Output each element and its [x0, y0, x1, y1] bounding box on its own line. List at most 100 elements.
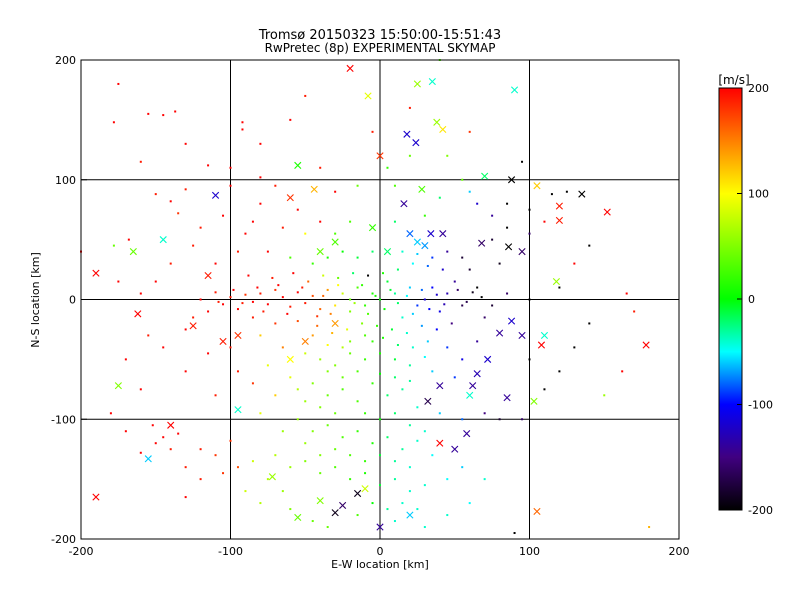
data-point-dot	[453, 280, 456, 283]
data-point-cross	[518, 331, 526, 340]
data-point-dot	[446, 346, 449, 349]
data-point-dot	[521, 418, 524, 421]
data-point-dot	[528, 358, 531, 361]
data-point-dot	[374, 294, 377, 297]
data-point-dot	[199, 448, 202, 451]
data-point-dot	[311, 294, 314, 297]
data-point-dot	[334, 412, 337, 415]
data-point-dot	[326, 526, 329, 529]
data-point-dot	[154, 442, 157, 445]
data-point-cross	[504, 243, 513, 251]
data-point-dot	[277, 284, 280, 287]
data-point-dot	[346, 328, 349, 331]
data-point-dot	[426, 340, 429, 343]
data-point-dot	[304, 232, 307, 235]
data-point-dot	[326, 288, 329, 291]
data-point-dot	[411, 262, 414, 265]
x-tick-label: -100	[218, 545, 243, 558]
chart-title: Tromsø 20150323 15:50:00-15:51:43	[258, 28, 501, 43]
colorbar-tick-label: -200	[748, 504, 773, 517]
data-point-dot	[304, 400, 307, 403]
data-point-dot	[266, 478, 269, 481]
data-point-cross	[642, 341, 650, 349]
data-point-cross	[481, 172, 489, 180]
data-point-dot	[371, 292, 374, 295]
data-point-cross	[503, 394, 511, 402]
data-point-dot	[349, 340, 352, 343]
data-point-dot	[364, 334, 367, 337]
data-point-dot	[251, 316, 254, 319]
data-point-cross	[368, 224, 377, 232]
data-point-cross	[413, 80, 421, 88]
data-point-dot	[334, 304, 337, 307]
data-point-cross	[427, 230, 435, 238]
data-point-dot	[274, 322, 277, 325]
data-point-dot	[386, 280, 389, 283]
data-point-dot	[349, 298, 352, 301]
data-point-dot	[147, 112, 150, 115]
data-point-dot	[379, 484, 381, 487]
data-point-dot	[408, 106, 411, 109]
data-point-dot	[316, 315, 319, 318]
data-point-dot	[244, 490, 247, 493]
data-point-dot	[289, 508, 292, 511]
data-point-dot	[259, 334, 262, 337]
data-point-dot	[491, 304, 494, 307]
data-point-cross	[451, 445, 459, 453]
data-point-cross	[339, 501, 347, 510]
data-point-dot	[117, 280, 120, 283]
data-point-dot	[573, 346, 576, 349]
data-point-dot	[648, 526, 651, 529]
data-point-dot	[386, 394, 389, 397]
data-point-dot	[247, 274, 250, 277]
data-point-dot	[625, 292, 628, 295]
data-point-dot	[304, 302, 307, 305]
data-point-dot	[468, 130, 471, 133]
y-axis-ticks: -200 -100 0 100 200	[51, 54, 87, 546]
data-point-cross	[484, 355, 492, 363]
data-point-cross	[310, 185, 318, 193]
data-point-dot	[274, 454, 277, 457]
data-point-dot	[379, 418, 381, 421]
data-point-dot	[468, 502, 471, 505]
data-point-cross	[204, 271, 212, 280]
data-point-dot	[431, 256, 434, 259]
data-point-cross	[537, 341, 546, 349]
data-point-dot	[199, 478, 202, 481]
data-point-dot	[274, 288, 277, 291]
data-point-dot	[154, 280, 157, 283]
data-point-dot	[396, 344, 399, 347]
colorbar-tick-label: 200	[748, 82, 769, 95]
data-point-dot	[214, 394, 217, 397]
data-point-dot	[356, 400, 359, 403]
data-point-dot	[296, 388, 299, 391]
data-point-dot	[301, 286, 304, 289]
data-point-dot	[244, 293, 247, 296]
data-point-dot	[311, 430, 314, 433]
data-point-dot	[147, 334, 150, 337]
data-point-dot	[408, 154, 411, 157]
data-point-dot	[416, 508, 419, 511]
data-point-dot	[528, 232, 531, 235]
data-point-dot	[453, 376, 456, 379]
data-point-cross	[331, 509, 339, 517]
data-point-dot	[367, 274, 370, 277]
data-point-dot	[281, 296, 284, 299]
data-point-dot	[289, 376, 292, 379]
data-point-cross	[555, 202, 563, 210]
data-point-dot	[214, 291, 217, 294]
data-point-dot	[319, 308, 322, 311]
data-point-dot	[326, 424, 329, 427]
data-point-dot	[498, 418, 501, 421]
data-point-dot	[393, 376, 396, 379]
data-point-dot	[450, 322, 453, 325]
data-point-dot	[319, 166, 322, 169]
data-point-dot	[408, 424, 411, 427]
data-point-dot	[349, 220, 352, 223]
data-point-cross	[412, 139, 420, 147]
data-point-dot	[214, 454, 217, 457]
data-point-dot	[379, 454, 381, 457]
data-point-cross	[421, 242, 429, 250]
data-point-dot	[381, 272, 384, 275]
